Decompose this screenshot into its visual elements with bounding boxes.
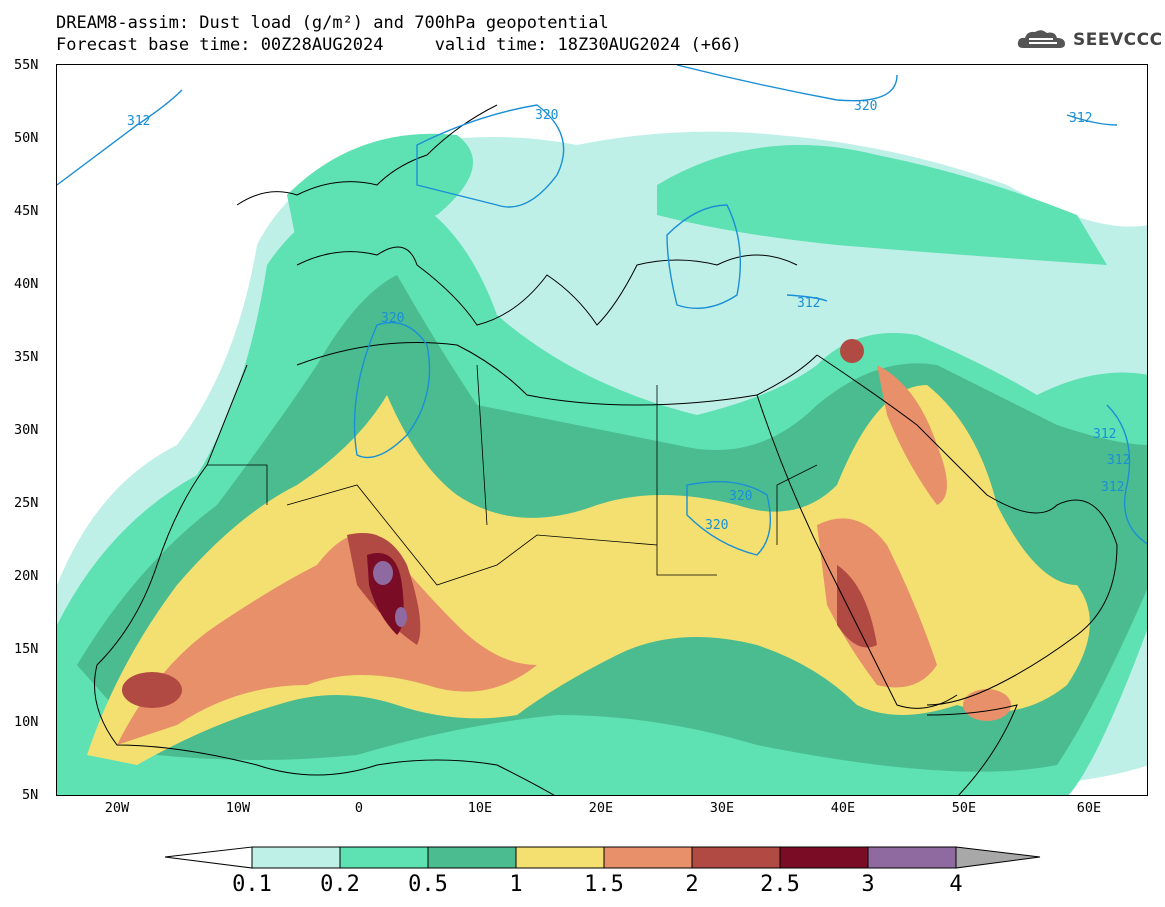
colorbar-label: 0.5 (408, 872, 448, 897)
contour-label: 320 (381, 311, 404, 326)
lon-label: 10W (225, 800, 251, 816)
dust-3-core-south (395, 607, 407, 627)
lat-label: 5N (22, 787, 39, 803)
colorbar-label: 0.1 (232, 872, 272, 897)
colorbar-label: 0.2 (320, 872, 360, 897)
forecast-time-line: Forecast base time: 00Z28AUG2024 valid t… (56, 35, 742, 55)
contour-label: 312 (127, 114, 150, 129)
contour-label-layer: 312 320 320 312 320 312 312 312 320 320 … (127, 99, 1130, 533)
contour-320-sahara (353, 321, 431, 459)
lat-label: 35N (14, 349, 39, 365)
colorbar-segment (515, 846, 605, 869)
lon-label: 10E (467, 800, 493, 816)
colorbar-under-arrow (164, 846, 253, 869)
dust-load-map: 312 320 320 312 320 312 312 312 320 320 … (56, 64, 1148, 796)
lat-label: 20N (14, 568, 39, 584)
contour-label: 312 (797, 296, 820, 311)
lat-label: 40N (14, 276, 39, 292)
dust-3-core (373, 561, 393, 585)
contour-320-north (676, 65, 898, 102)
contour-312-turkey (786, 294, 828, 302)
lat-label: 45N (14, 203, 39, 219)
contour-312-ne (1066, 114, 1118, 126)
colorbar-label: 1.5 (584, 872, 624, 897)
colorbar-label: 1 (509, 872, 523, 897)
contour-label: 312 (1093, 427, 1116, 442)
logo-text: SEEVCCC (1073, 30, 1163, 50)
colorbar-over-arrow (955, 846, 1041, 869)
coastline-arabia (816, 354, 1118, 706)
lat-label: 30N (14, 422, 39, 438)
dust-2-senegal (122, 672, 182, 708)
country-borders (207, 364, 818, 586)
dust-0.2-north-band (657, 145, 1107, 265)
contour-label: 320 (705, 518, 728, 533)
coastline-redsea (756, 394, 958, 709)
contour-312-west (57, 89, 183, 186)
lon-label: 60E (1076, 800, 1102, 816)
colorbar-label: 4 (949, 872, 963, 897)
lat-label: 15N (14, 641, 39, 657)
dust-1.5-arabia (877, 365, 947, 505)
contour-label: 312 (1101, 480, 1124, 495)
dust-1.5-east (817, 518, 937, 688)
contour-label: 320 (729, 489, 752, 504)
colorbar-segment (867, 846, 957, 869)
dust-0.2-west-band (287, 133, 473, 245)
contour-320-egypt (686, 481, 772, 556)
dust-2-iraq (840, 339, 864, 363)
colorbar-segment (251, 846, 341, 869)
colorbar-label: 2.5 (760, 872, 800, 897)
colorbar-segment (603, 846, 693, 869)
colorbar-segment (779, 846, 869, 869)
seevccc-logo: SEEVCCC (1017, 28, 1163, 52)
dust-1.5-yemen (963, 689, 1011, 721)
contour-label: 320 (854, 99, 877, 114)
contour-312-gulf (1106, 404, 1147, 545)
lat-label: 55N (14, 57, 39, 73)
lon-label: 30E (709, 800, 735, 816)
lon-label: 20E (588, 800, 614, 816)
geopotential-contours (57, 65, 1147, 556)
contour-320-alps (416, 104, 565, 208)
map-title: DREAM8-assim: Dust load (g/m²) and 700hP… (56, 13, 609, 33)
coastline-mediterranean (296, 342, 818, 406)
dust-1.5-west (117, 533, 537, 745)
coastline-europe (236, 104, 798, 326)
colorbar-label: 2 (685, 872, 699, 897)
cloud-logo-icon (1017, 30, 1065, 48)
lat-label: 50N (14, 130, 39, 146)
dust-2-redsea (837, 565, 877, 648)
dust-field-layer (57, 131, 1147, 795)
lon-label: 20W (104, 800, 130, 816)
contour-label: 312 (1069, 111, 1092, 126)
colorbar-segment (427, 846, 517, 869)
lat-label: 10N (14, 714, 39, 730)
colorbar (164, 846, 1041, 869)
lat-label: 25N (14, 495, 39, 511)
colorbar-segment (339, 846, 429, 869)
coastline-somalia (926, 704, 1018, 795)
coastline-layer (94, 104, 1118, 795)
contour-312-blacksea (666, 204, 741, 310)
colorbar-label: 3 (861, 872, 875, 897)
contour-label: 320 (535, 108, 558, 123)
coastline-africa (94, 364, 555, 795)
map-canvas: 312 320 320 312 320 312 312 312 320 320 … (57, 65, 1147, 795)
colorbar-segment (691, 846, 781, 869)
lon-label: 0 (354, 800, 364, 816)
lon-label: 50E (951, 800, 977, 816)
contour-label: 312 (1107, 453, 1130, 468)
lon-label: 40E (830, 800, 856, 816)
